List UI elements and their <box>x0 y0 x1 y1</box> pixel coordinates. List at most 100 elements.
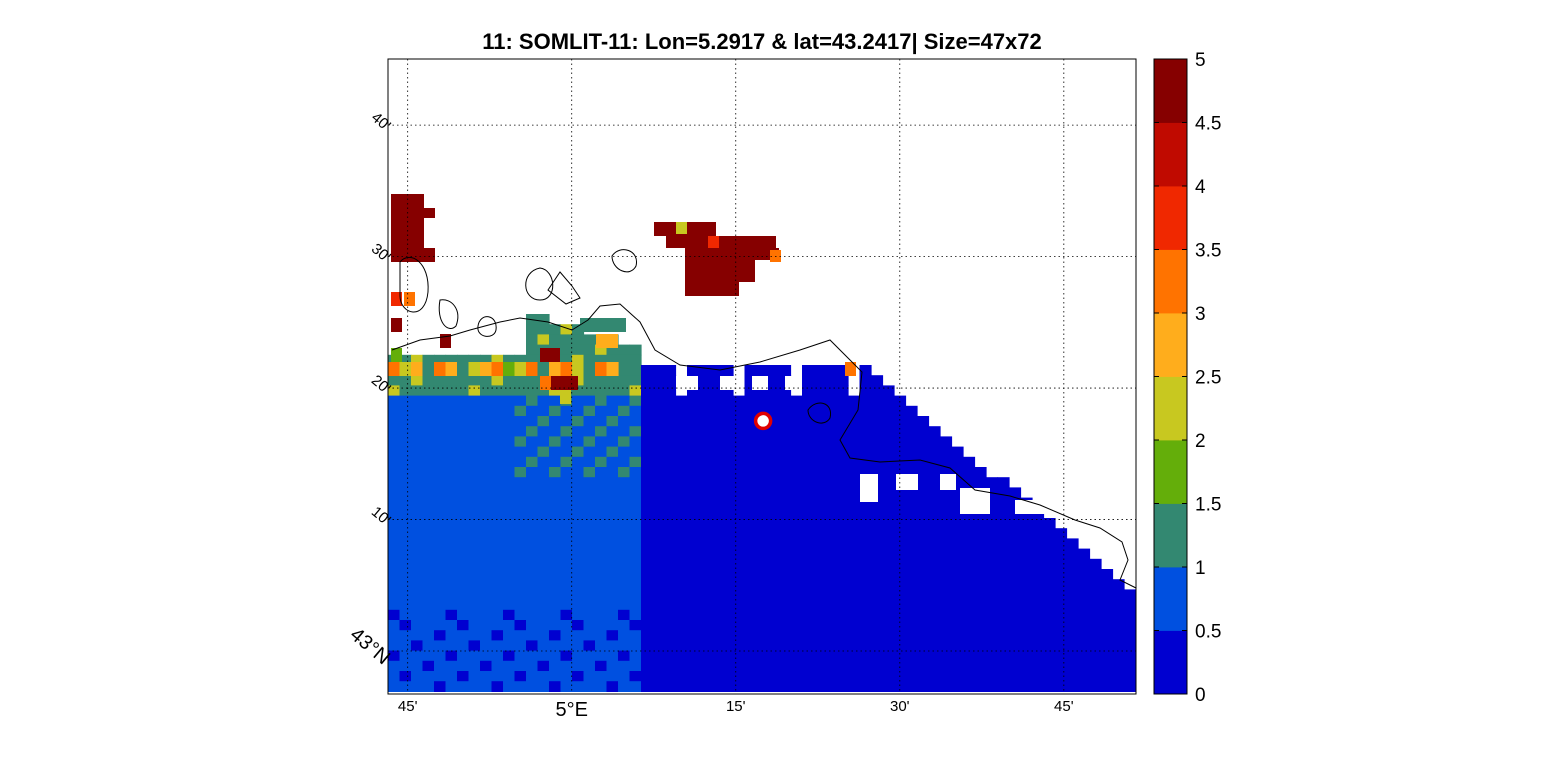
field-cell <box>836 609 849 621</box>
field-cell <box>491 354 504 366</box>
field-cell <box>733 436 746 448</box>
field-cell <box>917 507 930 519</box>
field-cell <box>882 395 895 407</box>
field-cell <box>940 487 953 499</box>
field-cell <box>905 426 918 437</box>
field-cell <box>756 456 769 468</box>
field-cell <box>664 497 677 509</box>
field-cell <box>1055 569 1068 580</box>
field-cell <box>595 436 608 448</box>
field-cell <box>468 497 481 509</box>
field-cell <box>583 446 596 458</box>
field-cell <box>756 569 769 580</box>
field-cell <box>675 609 688 621</box>
field-cell <box>687 385 700 397</box>
field-cell <box>526 548 539 560</box>
field-cell <box>951 630 964 641</box>
field-cell <box>825 477 838 488</box>
field-cell <box>583 395 596 407</box>
field-cell <box>399 497 412 509</box>
field-cell <box>422 426 435 437</box>
field-cell <box>963 538 976 550</box>
field-cell <box>894 507 907 519</box>
field-cell <box>871 426 884 437</box>
field-cell <box>756 660 769 672</box>
field-cell <box>618 579 631 590</box>
field-cell <box>652 589 665 601</box>
field-cell <box>928 660 941 672</box>
field-cell <box>698 609 711 621</box>
field-cell <box>641 416 654 427</box>
field-cell <box>710 467 723 478</box>
field-cell <box>664 548 677 560</box>
field-cell <box>503 681 516 692</box>
field-cell <box>813 477 826 488</box>
field-cell <box>411 487 424 499</box>
field-cell <box>1124 630 1136 641</box>
field-cell <box>859 660 872 672</box>
field-cell <box>710 589 723 601</box>
field-cell <box>652 660 665 672</box>
colorbar-tick-label-6: 3 <box>1195 304 1206 325</box>
field-cell <box>963 599 976 611</box>
field-cell <box>721 609 734 621</box>
field-cell <box>905 620 918 631</box>
field-cell <box>595 446 608 458</box>
field-cell <box>399 681 412 692</box>
field-cell <box>480 548 493 560</box>
coast-segment <box>477 316 497 337</box>
land-gap <box>676 376 698 390</box>
field-cell <box>572 497 585 509</box>
field-cell <box>836 385 849 397</box>
field-cell <box>618 538 631 550</box>
field-cell <box>560 344 573 356</box>
field-cell <box>549 467 562 478</box>
field-cell <box>618 446 631 458</box>
field-cell <box>825 538 838 550</box>
field-cell <box>491 362 504 376</box>
field-cell <box>733 528 746 539</box>
field-cell <box>779 538 792 550</box>
field-cell <box>629 446 642 458</box>
field-cell <box>411 599 424 611</box>
field-cell <box>596 334 618 348</box>
field-cell <box>1009 548 1022 560</box>
field-cell <box>652 507 665 519</box>
field-cell <box>928 640 941 652</box>
field-cell <box>503 589 516 601</box>
field-cell <box>1032 528 1045 539</box>
field-cell <box>974 569 987 580</box>
field-cell <box>779 365 792 376</box>
field-cell <box>928 589 941 601</box>
field-cell <box>940 609 953 621</box>
field-cell <box>871 528 884 539</box>
field-cell <box>767 446 780 458</box>
field-cell <box>756 365 769 376</box>
field-cell <box>871 385 884 397</box>
field-cell <box>388 630 401 641</box>
field-cell <box>997 507 1010 519</box>
field-cell <box>882 487 895 499</box>
field-cell <box>572 599 585 611</box>
field-cell <box>1078 599 1091 611</box>
field-cell <box>434 548 447 560</box>
field-cell <box>710 487 723 499</box>
field-cell <box>503 579 516 590</box>
field-cell <box>572 375 585 386</box>
field-cell <box>1020 569 1033 580</box>
field-cell <box>641 620 654 631</box>
field-cell <box>963 579 976 590</box>
field-cell <box>882 650 895 662</box>
field-cell <box>940 599 953 611</box>
field-cell <box>641 436 654 448</box>
field-cell <box>583 436 596 448</box>
field-cell <box>641 426 654 437</box>
field-cell <box>664 487 677 499</box>
field-cell <box>445 362 458 376</box>
field-cell <box>445 416 458 427</box>
field-cell <box>894 660 907 672</box>
field-cell <box>790 671 803 682</box>
field-cell <box>606 620 619 631</box>
field-cell <box>480 558 493 570</box>
field-cell <box>606 640 619 652</box>
